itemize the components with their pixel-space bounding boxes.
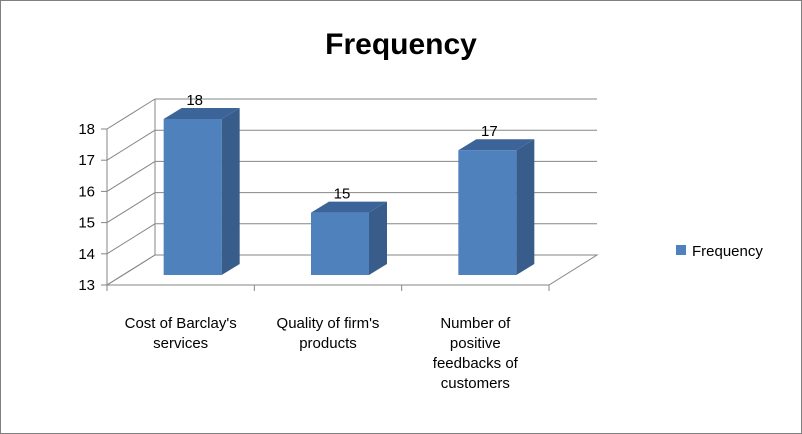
axes [101, 128, 599, 291]
bar-front-face [458, 150, 517, 275]
y-tick-labels: 13 14 15 16 17 18 [78, 121, 95, 294]
chart-title: Frequency [325, 28, 477, 61]
gridline-side-15 [106, 192, 156, 224]
y-tick-label: 18 [78, 121, 95, 138]
legend: Frequency [676, 243, 763, 260]
category-label-line: Number of [440, 315, 511, 332]
category-label-line: services [153, 335, 208, 352]
bar-top-face [458, 139, 535, 151]
gridline-side-18 [106, 98, 156, 130]
data-label: 18 [186, 92, 203, 109]
bar-1 [163, 108, 240, 275]
legend-label: Frequency [692, 243, 763, 260]
y-tick-label: 16 [78, 183, 95, 200]
category-label-line: customers [441, 375, 510, 392]
bar-side-face [221, 108, 240, 275]
category-label-line: positive [450, 335, 501, 352]
gridline-side-14 [106, 223, 156, 255]
category-label-line: Quality of firm's [277, 315, 380, 332]
category-label-line: products [299, 335, 357, 352]
bar-top-face [311, 201, 387, 213]
category-label: Quality of firm's products [277, 315, 380, 352]
data-labels: 18 15 17 [186, 92, 497, 203]
bar-3 [458, 139, 535, 275]
bars [163, 108, 535, 275]
data-label: 15 [334, 186, 351, 203]
legend-swatch [676, 245, 686, 255]
gridline-side-17 [106, 129, 156, 161]
y-tick-label: 13 [78, 277, 95, 294]
bar-front-face [311, 212, 369, 275]
category-labels: Cost of Barclay's services Quality of firm… [125, 315, 519, 392]
gridline-side-16 [106, 160, 156, 192]
data-label: 17 [481, 123, 498, 140]
y-tick-label: 17 [78, 152, 95, 169]
bar-top-face [163, 108, 240, 119]
y-tick-label: 15 [78, 215, 95, 232]
category-label-line: Cost of Barclay's [125, 315, 237, 332]
category-label-line: feedbacks of [433, 355, 519, 372]
bar-front-face [163, 119, 222, 275]
bar-2 [311, 201, 387, 275]
bar-side-face [516, 139, 535, 275]
category-label: Number of positive feedbacks of customers [433, 315, 519, 392]
y-tick-label: 14 [78, 246, 95, 263]
category-label: Cost of Barclay's services [125, 315, 237, 352]
bar-side-face [369, 201, 387, 275]
